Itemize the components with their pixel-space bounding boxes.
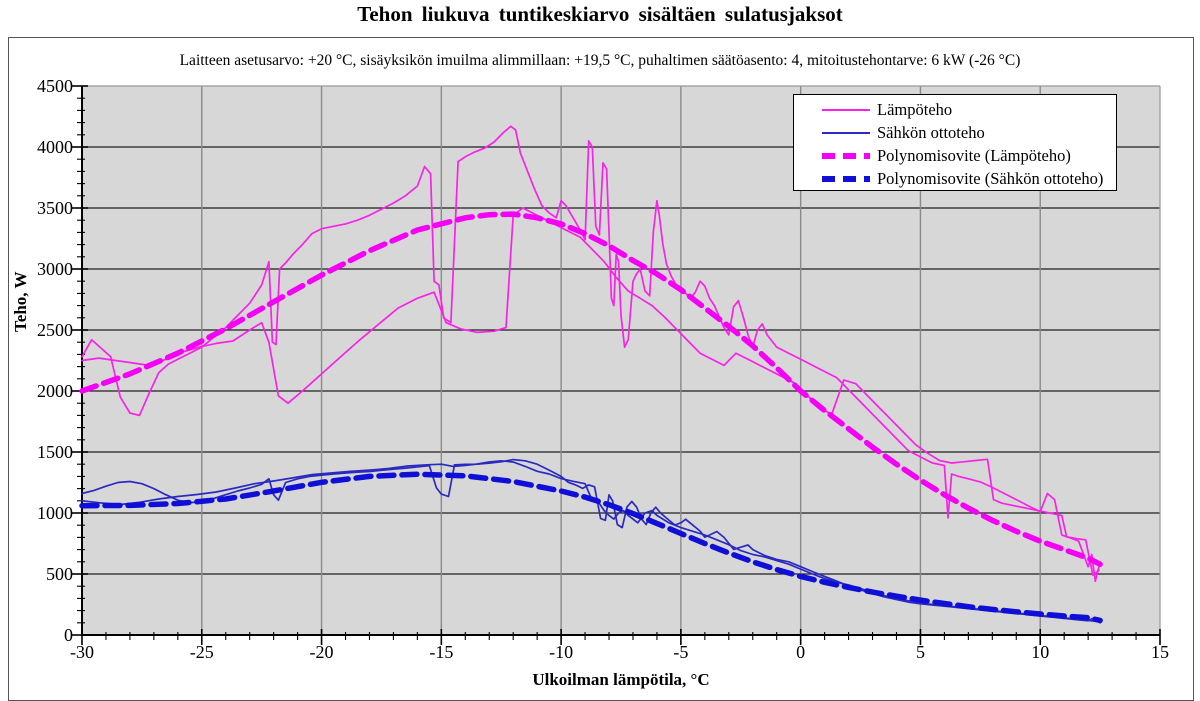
legend-label: Sähkön ottoteho (877, 122, 985, 142)
legend-item-polynomisovite-lampoteho: Polynomisovite (Lämpöteho) (794, 144, 1116, 167)
y-tick-label: 2500 (37, 320, 73, 340)
dashed-line-icon (822, 152, 870, 159)
legend: Lämpöteho Sähkön ottoteho Polynomisovite… (793, 94, 1117, 191)
chart-title: Tehon liukuva tuntikeskiarvo sisältäen s… (357, 2, 843, 26)
solid-line-icon (822, 108, 870, 111)
series-Polynomisovite (Sähkön ottoteho) (79, 471, 1103, 624)
x-tick-label: 15 (1151, 642, 1169, 662)
solid-line-icon (822, 131, 870, 134)
x-tick-label: -15 (429, 642, 454, 662)
y-tick-label: 4000 (37, 137, 73, 157)
y-tick-label: 3500 (37, 198, 73, 218)
y-tick-label: 4500 (37, 76, 73, 96)
x-tick-label: -10 (549, 642, 574, 662)
y-tick-label: 2000 (37, 381, 73, 401)
x-tick-label: -5 (673, 642, 689, 662)
series-Lämpöteho (rinnakkaisjakso) (81, 207, 1100, 577)
x-tick-label: -25 (189, 642, 214, 662)
y-tick-label: 0 (64, 625, 73, 645)
chart-subtitle: Laitteen asetusarvo: +20 °C, sisäyksikön… (179, 52, 1021, 69)
dashed-line-icon (822, 175, 870, 182)
legend-label: Polynomisovite (Sähkön ottoteho) (877, 168, 1104, 188)
y-tick-label: 1000 (37, 503, 73, 523)
x-tick-label: -20 (309, 642, 334, 662)
y-tick-label: 1500 (37, 442, 73, 462)
series-Lämpöteho (81, 125, 1100, 583)
legend-label: Polynomisovite (Lämpöteho) (877, 145, 1071, 165)
x-tick-label: 5 (915, 642, 925, 662)
x-tick-label: 10 (1031, 642, 1050, 662)
series-Sähkön ottoteho (81, 458, 1101, 624)
series-Polynomisovite (Lämpöteho) (79, 211, 1103, 567)
legend-label: Lämpöteho (877, 99, 953, 119)
legend-item-polynomisovite-sahkon-ottoteho: Polynomisovite (Sähkön ottoteho) (794, 167, 1116, 190)
y-tick-label: 500 (46, 564, 73, 584)
y-tick-label: 3000 (37, 259, 73, 279)
x-axis-title: Ulkoilman lämpötila, °C (532, 670, 710, 689)
x-tick-label: 0 (796, 642, 806, 662)
legend-item-sahkon-ottoteho: Sähkön ottoteho (794, 121, 1116, 144)
legend-item-lampoteho: Lämpöteho (794, 98, 1116, 121)
x-tick-label: -30 (70, 642, 94, 662)
